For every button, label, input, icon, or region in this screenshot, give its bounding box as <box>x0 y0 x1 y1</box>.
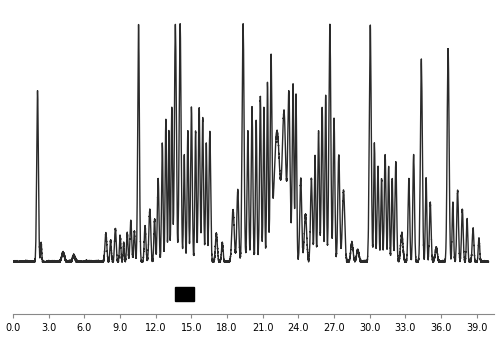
FancyBboxPatch shape <box>175 287 194 301</box>
